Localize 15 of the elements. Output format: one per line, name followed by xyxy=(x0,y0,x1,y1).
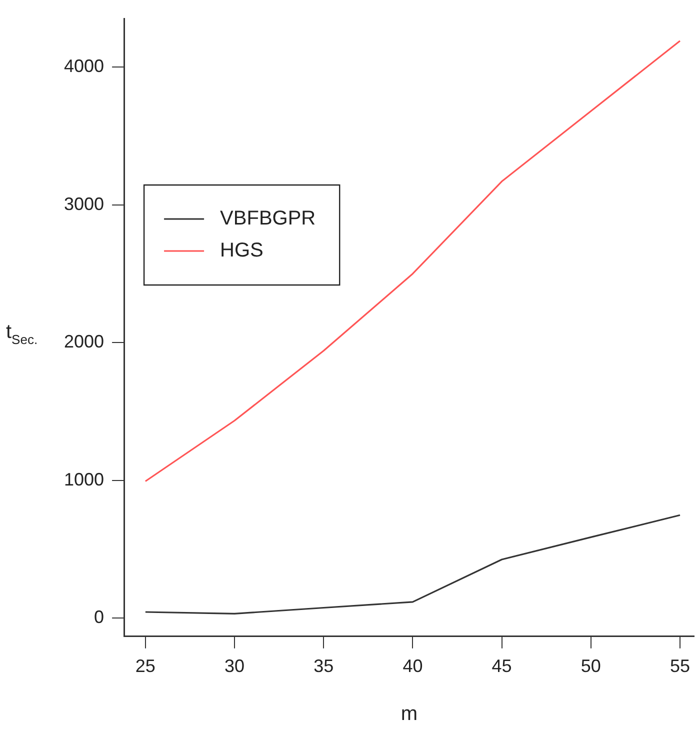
y-tick-label: 4000 xyxy=(64,56,104,76)
y-tick-label: 2000 xyxy=(64,332,104,352)
x-axis-title: m xyxy=(400,703,418,725)
x-tick-label: 55 xyxy=(670,656,690,676)
y-tick-label: 0 xyxy=(94,607,104,628)
legend-label: HGS xyxy=(220,240,264,262)
x-tick-label: 40 xyxy=(402,656,423,676)
x-tick-label: 45 xyxy=(492,656,512,676)
x-tick-label: 30 xyxy=(224,656,245,676)
x-tick-label: 50 xyxy=(580,656,601,676)
legend-label: VBFBGPR xyxy=(220,208,316,230)
x-tick-label: 35 xyxy=(314,656,334,676)
x-tick-label: 25 xyxy=(135,656,156,676)
y-tick-label: 3000 xyxy=(64,194,104,214)
y-tick-label: 1000 xyxy=(64,469,104,490)
